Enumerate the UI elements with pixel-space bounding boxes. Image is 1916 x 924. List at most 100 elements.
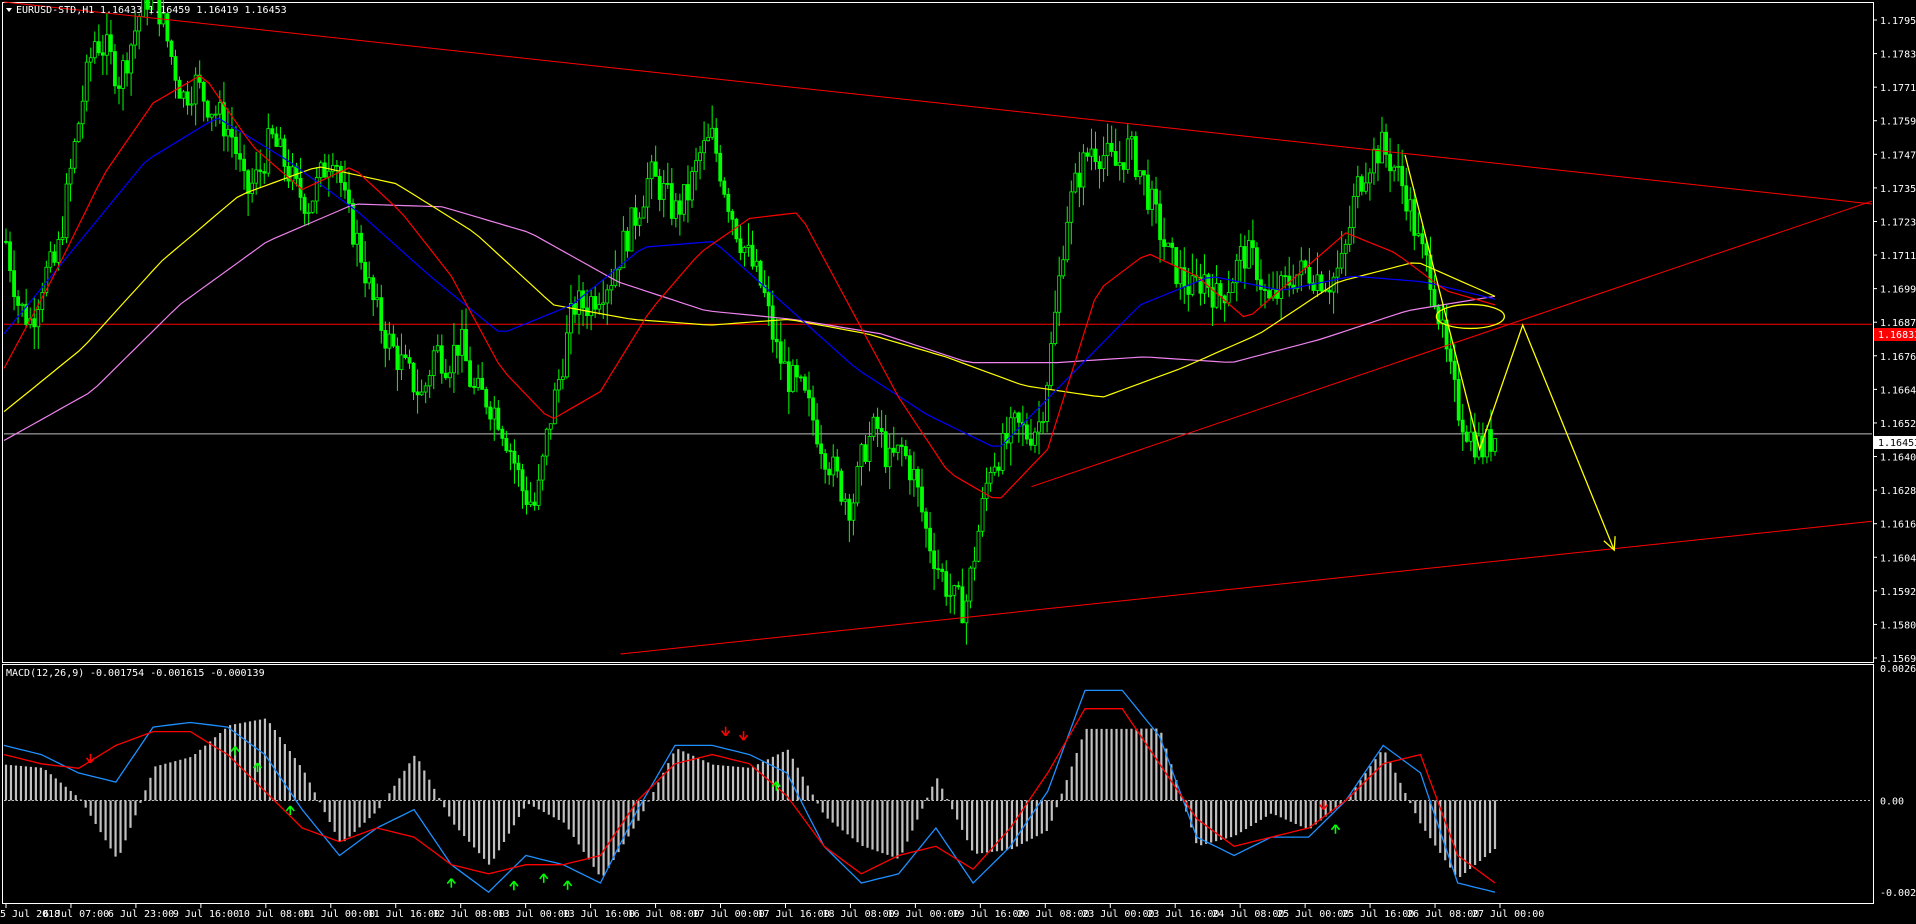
candle-body <box>1162 239 1167 247</box>
candle-body <box>76 123 81 142</box>
price-axis-label: 1.15805 <box>1880 620 1916 631</box>
time-axis-label: 10 Jul 08:00 <box>238 909 310 920</box>
candle-body <box>1464 431 1469 442</box>
forecast-path <box>1404 154 1615 551</box>
candle-body <box>811 397 815 421</box>
candle-body <box>621 230 626 269</box>
price-axis-label: 1.16640 <box>1880 385 1916 396</box>
candle-body <box>564 332 569 378</box>
candle-body <box>270 128 275 135</box>
candle-body <box>351 203 355 245</box>
candle-body <box>197 74 202 83</box>
candle-body <box>1380 131 1384 164</box>
candle-body <box>1037 421 1041 433</box>
candle-body <box>367 277 372 284</box>
candle-body <box>379 297 384 331</box>
price-panel-border <box>2 2 1874 663</box>
candle-body <box>1400 165 1405 187</box>
candle-body <box>831 456 836 476</box>
candle-body <box>330 164 335 172</box>
candle-body <box>633 207 638 226</box>
candle-body <box>1218 283 1223 297</box>
candle-body <box>403 354 408 358</box>
candle-body <box>375 297 380 301</box>
candle-body <box>318 162 323 179</box>
time-axis-label: 13 Jul 16:00 <box>563 909 635 920</box>
candle-body <box>310 200 315 213</box>
symbol-label: EURUSD-STD,H1 <box>16 5 94 16</box>
candle-body <box>1158 203 1162 241</box>
candle-body <box>879 428 884 433</box>
price-axis-label: 1.16760 <box>1880 352 1916 363</box>
candle-body <box>133 30 138 46</box>
candle-body <box>762 284 767 294</box>
candle-body <box>839 470 844 502</box>
candle-body <box>758 260 763 286</box>
ma-mid-line <box>3 117 1496 447</box>
time-axis-label: 12 Jul 08:00 <box>433 909 505 920</box>
candle-body <box>423 385 428 393</box>
ma-slow-line <box>3 166 1496 413</box>
candle-body <box>653 161 658 177</box>
candle-body <box>1420 233 1425 245</box>
current-price-tag: 1.16453 <box>1874 436 1916 449</box>
candle-body <box>730 211 735 220</box>
candle-body <box>996 466 1001 471</box>
price-axis-label: 1.17590 <box>1880 117 1916 128</box>
candle-body <box>516 462 521 471</box>
candle-body <box>520 469 525 492</box>
time-axis-label: 11 Jul 16:00 <box>368 909 440 920</box>
candle-body <box>109 34 113 52</box>
candle-body <box>32 318 37 328</box>
candle-body <box>48 251 53 268</box>
candle-body <box>12 270 16 298</box>
candle-body <box>217 102 222 115</box>
candle-body <box>266 128 271 174</box>
candle-body <box>641 206 646 219</box>
candle-body <box>24 303 29 325</box>
candle-body <box>1154 188 1158 205</box>
candle-body <box>1230 282 1235 293</box>
macd-header: MACD(12,26,9) -0.001754 -0.001615 -0.000… <box>6 668 265 679</box>
candle-body <box>1363 182 1368 192</box>
candle-body <box>145 0 150 10</box>
candle-body <box>407 357 412 364</box>
candle-body <box>988 471 993 484</box>
forecast-arrow-head <box>1603 536 1616 552</box>
candle-body <box>189 103 194 106</box>
macd-panel-border <box>2 664 1874 904</box>
candle-body <box>694 160 698 173</box>
candle-body <box>1166 242 1171 247</box>
candle-body <box>504 438 509 451</box>
dropdown-triangle-icon[interactable] <box>6 8 12 12</box>
candle-body <box>855 466 860 504</box>
candle-body <box>1113 151 1118 166</box>
candle-body <box>778 341 783 364</box>
candle-body <box>306 211 311 214</box>
candle-body <box>1396 165 1401 168</box>
candle-body <box>1125 138 1130 170</box>
candle-body <box>476 377 481 388</box>
candle-body <box>912 468 916 481</box>
candle-body <box>496 407 501 430</box>
time-axis-label: 26 Jul 08:00 <box>1407 909 1479 920</box>
candle-body <box>657 175 662 200</box>
candle-body <box>1335 267 1340 278</box>
candle-body <box>625 230 630 252</box>
candle-body <box>411 362 416 393</box>
candle-body <box>964 600 969 624</box>
candle-body <box>464 329 468 362</box>
candle-body <box>1263 289 1267 291</box>
time-axis-label: 9 Jul 16:00 <box>173 909 239 920</box>
price-axis-label: 1.16520 <box>1880 419 1916 430</box>
candle-body <box>286 165 291 182</box>
candle-body <box>1416 233 1421 236</box>
candle-body <box>371 277 376 301</box>
candle-body <box>1142 170 1146 176</box>
candle-body <box>980 498 985 532</box>
candle-body <box>488 406 493 420</box>
symbol-header[interactable]: EURUSD-STD,H1 1.16433 1.16459 1.16419 1.… <box>6 5 287 16</box>
candle-body <box>1234 259 1239 284</box>
candle-body <box>1432 289 1437 308</box>
